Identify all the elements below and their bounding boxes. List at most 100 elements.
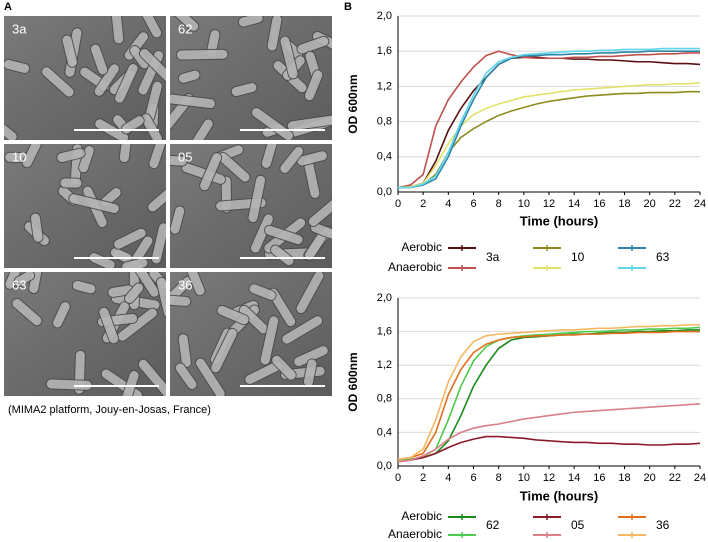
cell: [279, 145, 305, 174]
x-tick-label: 10: [518, 472, 530, 484]
y-tick-label: 1,2: [377, 80, 392, 92]
y-tick-label: 0,4: [377, 151, 392, 163]
cell: [56, 147, 86, 164]
x-tick-label: 6: [470, 198, 476, 210]
data-line: [397, 324, 700, 461]
y-tick-label: 2,0: [377, 292, 392, 304]
cell: [303, 69, 324, 102]
data-line: [398, 47, 700, 189]
legend-label: 62: [486, 518, 500, 532]
data-line: [397, 330, 700, 461]
legend-label: 63: [656, 250, 670, 264]
legend-condition: Anaerobic: [388, 260, 442, 274]
cell: [155, 276, 166, 319]
x-tick-label: 24: [694, 472, 706, 484]
x-tick-label: 20: [644, 472, 656, 484]
cell: [174, 362, 198, 390]
cell: [286, 114, 332, 132]
y-tick-label: 1,6: [377, 326, 392, 338]
cell: [237, 16, 264, 28]
x-tick-label: 6: [470, 472, 476, 484]
micrograph-label: 36: [178, 277, 192, 292]
cell: [137, 358, 166, 396]
cell: [109, 16, 125, 45]
cell: [230, 82, 258, 97]
cell: [148, 144, 166, 170]
x-tick-label: 0: [395, 472, 401, 484]
cell: [114, 63, 139, 104]
cell: [21, 144, 42, 169]
cell: [184, 272, 206, 297]
cell: [71, 279, 97, 295]
y-tick-label: 0,8: [377, 116, 392, 128]
cell: [113, 227, 147, 250]
micrograph-label: 3a: [12, 21, 27, 36]
cell: [4, 118, 18, 140]
y-tick-label: 2,0: [377, 10, 392, 22]
cell: [68, 193, 120, 214]
cell: [170, 93, 216, 110]
x-tick-label: 10: [518, 198, 530, 210]
legend-condition: Anaerobic: [388, 527, 442, 541]
y-tick-label: 0,0: [377, 460, 392, 472]
x-tick-label: 4: [445, 198, 451, 210]
cell: [45, 378, 93, 391]
x-tick-label: 14: [568, 198, 580, 210]
x-axis-title: Time (hours): [520, 488, 599, 503]
micrograph: 36: [170, 272, 332, 396]
cell: [247, 174, 267, 224]
micrograph: 05: [170, 144, 332, 268]
cell: [210, 327, 238, 374]
cell: [307, 196, 332, 227]
cell: [199, 152, 223, 192]
y-tick-label: 1,2: [377, 359, 392, 371]
cell: [259, 315, 280, 366]
cells: [4, 272, 166, 396]
y-tick-label: 0,4: [377, 426, 392, 438]
cell: [61, 34, 78, 68]
cell: [187, 118, 214, 140]
cell: [170, 294, 192, 307]
panel-a-label: A: [4, 1, 12, 13]
cell: [281, 315, 324, 345]
x-tick-label: 14: [568, 472, 580, 484]
cell: [59, 177, 83, 189]
cell: [13, 272, 36, 287]
x-tick-label: 12: [543, 472, 555, 484]
cells: [4, 144, 166, 268]
x-axis-title: Time (hours): [520, 213, 599, 228]
x-tick-label: 22: [669, 198, 681, 210]
x-tick-label: 2: [420, 198, 426, 210]
cell: [271, 354, 297, 381]
legend-label: 05: [571, 518, 585, 532]
cell: [11, 297, 43, 327]
caption: (MIMA2 platform, Jouy-en-Josas, France): [8, 404, 211, 416]
cell: [150, 222, 166, 265]
legend-label: 36: [656, 518, 670, 532]
cell: [249, 213, 274, 254]
micrograph-label: 05: [178, 149, 192, 164]
x-tick-label: 4: [445, 472, 451, 484]
cell: [88, 252, 116, 268]
y-tick-label: 0,8: [377, 393, 392, 405]
cell: [279, 35, 299, 80]
cell: [177, 333, 192, 369]
legend-label: 10: [571, 250, 585, 264]
cell: [264, 224, 304, 246]
cell: [52, 301, 71, 329]
cells: [4, 16, 166, 140]
data-line: [397, 82, 701, 189]
cell: [41, 66, 75, 98]
x-tick-label: 16: [593, 472, 605, 484]
micrograph: 3a: [4, 16, 166, 140]
cell: [140, 113, 163, 140]
cell: [170, 154, 188, 167]
cells: [170, 144, 332, 267]
cell: [296, 35, 330, 55]
cell: [129, 272, 160, 298]
x-tick-label: 8: [496, 472, 502, 484]
cell: [138, 47, 166, 83]
cell: [248, 283, 277, 301]
legend-condition: Aerobic: [401, 509, 442, 523]
micrograph-label: 62: [178, 21, 192, 36]
